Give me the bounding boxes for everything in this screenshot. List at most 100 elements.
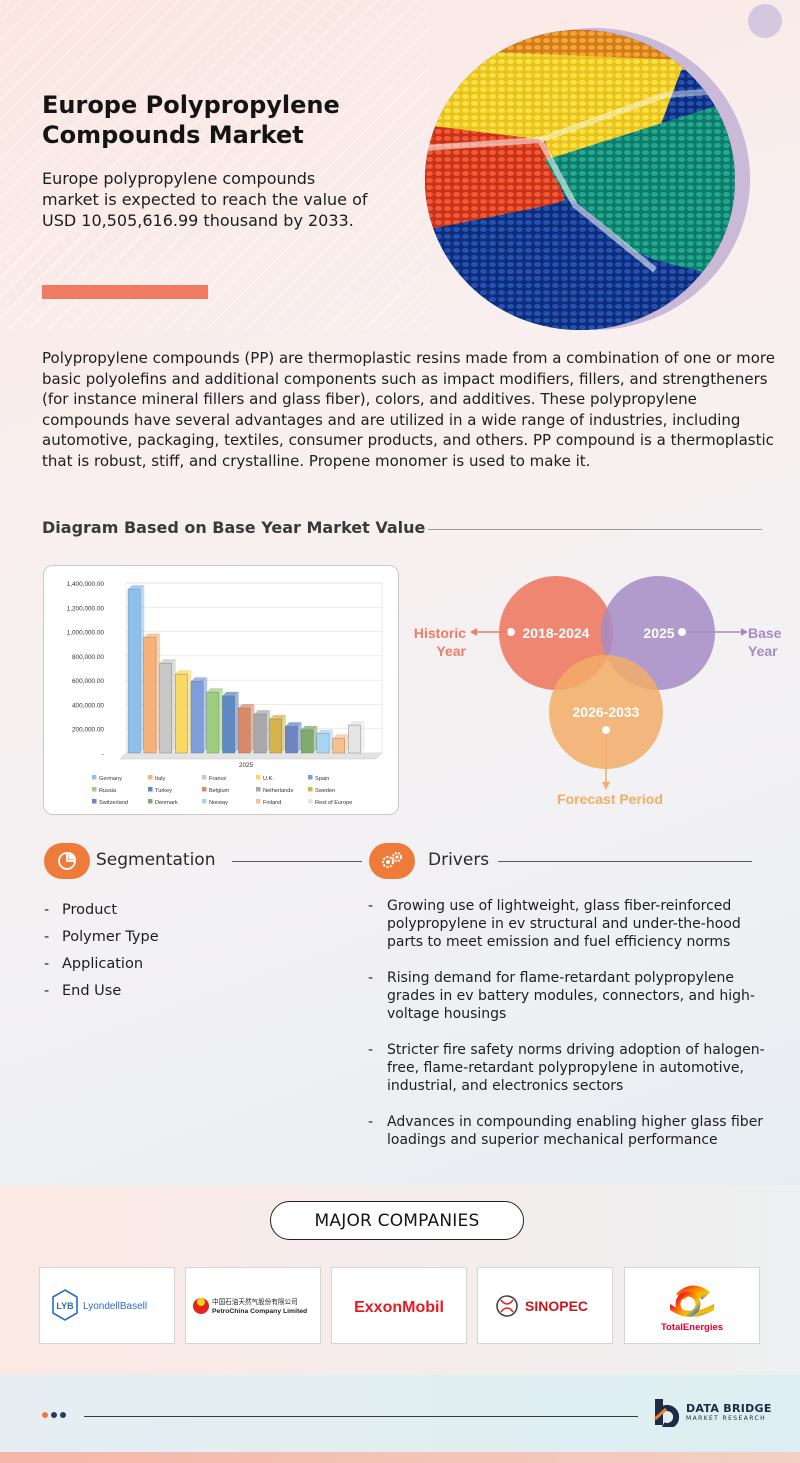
legend-label: Italy bbox=[155, 776, 165, 782]
footer-dots bbox=[42, 1412, 66, 1418]
svg-text:中国石油天然气股份有限公司: 中国石油天然气股份有限公司 bbox=[212, 1297, 298, 1306]
legend-swatch bbox=[148, 799, 153, 804]
y-tick-label: 1,000,000.00 bbox=[67, 630, 105, 637]
brand-logo: DATA BRIDGE MARKET RESEARCH bbox=[652, 1397, 772, 1427]
y-tick-label: 400,000.00 bbox=[72, 702, 104, 709]
forecast-period-caption: Forecast Period bbox=[557, 791, 663, 807]
list-item: - Stricter fire safety norms driving adop… bbox=[368, 1042, 765, 1094]
legend-label: Turkey bbox=[155, 788, 172, 794]
y-tick-label: 600,000.00 bbox=[72, 678, 104, 685]
bar-sweden bbox=[269, 715, 286, 754]
list-item: - Rising demand for flame-retardant polyp… bbox=[368, 970, 755, 1022]
bar-turkey bbox=[222, 691, 239, 754]
drivers-list: - Growing use of lightweight, glass fiber… bbox=[368, 897, 768, 1167]
page-title: Europe Polypropylene Compounds Market bbox=[42, 91, 340, 149]
svg-text:PetroChina Company Limited: PetroChina Company Limited bbox=[212, 1308, 307, 1315]
period-venn-diagram: 2018-2024 2025 2026-2033 Historic Year B… bbox=[410, 560, 790, 820]
diagram-heading: Diagram Based on Base Year Market Value bbox=[42, 518, 426, 537]
decorative-dot bbox=[748, 4, 782, 38]
historic-period-label: 2018-2024 bbox=[523, 625, 590, 641]
base-year-label: 2025 bbox=[643, 625, 674, 641]
legend-label: Finland bbox=[263, 800, 281, 806]
legend-swatch bbox=[256, 799, 261, 804]
list-item: - Polymer Type bbox=[44, 929, 159, 945]
historic-year-label-1: Historic bbox=[414, 625, 466, 641]
legend-label: Netherlands bbox=[263, 788, 293, 794]
legend-swatch bbox=[308, 799, 313, 804]
forecast-circle bbox=[549, 655, 663, 769]
drivers-divider bbox=[498, 861, 752, 862]
bar-chart: 1,400,000.00 1,200,000.00 1,000,000.00 800,… bbox=[43, 565, 399, 815]
footer-line bbox=[84, 1416, 638, 1417]
logo-sinopec: SINOPEC bbox=[477, 1267, 613, 1344]
legend-swatch bbox=[308, 775, 313, 780]
bar-italy bbox=[143, 633, 161, 754]
forecast-period-label: 2026-2033 bbox=[573, 704, 640, 720]
legend-swatch bbox=[148, 775, 153, 780]
bar-switzerland bbox=[285, 722, 302, 754]
companies-heading: MAJOR COMPANIES bbox=[270, 1201, 524, 1240]
legend-swatch bbox=[92, 799, 97, 804]
segmentation-title: Segmentation bbox=[96, 850, 216, 870]
market-summary: Europe polypropylene compounds market is… bbox=[42, 169, 368, 230]
base-year-label-1: Base bbox=[748, 625, 782, 641]
market-description: Polypropylene compounds (PP) are thermop… bbox=[42, 349, 775, 470]
legend-label: Spain bbox=[315, 776, 329, 782]
bar-denmark bbox=[300, 725, 318, 754]
legend-label: Belgium bbox=[209, 788, 230, 794]
svg-text:LYB: LYB bbox=[56, 1301, 74, 1311]
legend-swatch bbox=[202, 799, 207, 804]
plot-floor bbox=[119, 752, 383, 760]
pie-chart-icon bbox=[44, 843, 90, 879]
legend-swatch bbox=[308, 787, 313, 792]
y-tick-label: 200,000.00 bbox=[72, 727, 104, 734]
svg-text:TotalEnergies: TotalEnergies bbox=[661, 1322, 723, 1333]
legend-label: Denmark bbox=[155, 800, 178, 806]
drivers-title: Drivers bbox=[428, 850, 490, 870]
footer bbox=[0, 1375, 800, 1463]
svg-text:ExxonMobil: ExxonMobil bbox=[354, 1299, 444, 1316]
list-item: - End Use bbox=[44, 983, 122, 999]
legend-label: U.K. bbox=[263, 776, 274, 782]
bar-russia bbox=[206, 688, 223, 754]
segmentation-divider bbox=[232, 861, 362, 862]
bar-france bbox=[159, 659, 176, 754]
data-bridge-logo-icon bbox=[653, 1399, 680, 1427]
list-item: - Growing use of lightweight, glass fiber… bbox=[368, 898, 741, 950]
bar-rest-of-europe bbox=[348, 721, 365, 754]
legend-swatch bbox=[202, 775, 207, 780]
bar-netherlands bbox=[253, 710, 271, 754]
svg-text:LyondellBasell: LyondellBasell bbox=[83, 1301, 147, 1312]
divider-line bbox=[428, 529, 762, 530]
bottom-strip bbox=[0, 1452, 800, 1463]
y-tick-label: 800,000.00 bbox=[72, 654, 104, 661]
logo-exxonmobil: ExxonMobil bbox=[331, 1267, 467, 1344]
segmentation-list: - Product - Polymer Type - Application - End… bbox=[44, 897, 159, 1005]
gears-icon bbox=[369, 843, 415, 879]
legend-label: Russia bbox=[99, 788, 117, 794]
x-axis-label: 2025 bbox=[239, 762, 254, 769]
legend-label: Norway bbox=[209, 800, 228, 806]
y-tick-label: - bbox=[102, 751, 104, 758]
bar-u-k- bbox=[175, 670, 192, 754]
y-tick-label: 1,200,000.00 bbox=[67, 605, 105, 612]
legend-swatch bbox=[256, 775, 261, 780]
bar-finland bbox=[332, 734, 349, 754]
list-item: - Application bbox=[44, 956, 144, 972]
legend-label: Switzerland bbox=[99, 800, 128, 806]
legend-label: Germany bbox=[99, 776, 122, 782]
brand-name: DATA BRIDGE bbox=[686, 1402, 772, 1415]
bar-spain bbox=[190, 677, 208, 754]
bar-norway bbox=[316, 729, 334, 754]
brand-tagline: MARKET RESEARCH bbox=[686, 1415, 766, 1422]
legend-swatch bbox=[92, 787, 97, 792]
hero-image-pellets bbox=[425, 30, 735, 330]
bar-belgium bbox=[237, 704, 255, 754]
list-item: - Product bbox=[44, 902, 118, 918]
svg-text:SINOPEC: SINOPEC bbox=[525, 1298, 588, 1314]
accent-bar bbox=[42, 285, 208, 299]
logo-totalenergies: TotalEnergies bbox=[624, 1267, 760, 1344]
legend-swatch bbox=[256, 787, 261, 792]
base-year-label-2: Year bbox=[748, 643, 778, 659]
legend-swatch bbox=[148, 787, 153, 792]
